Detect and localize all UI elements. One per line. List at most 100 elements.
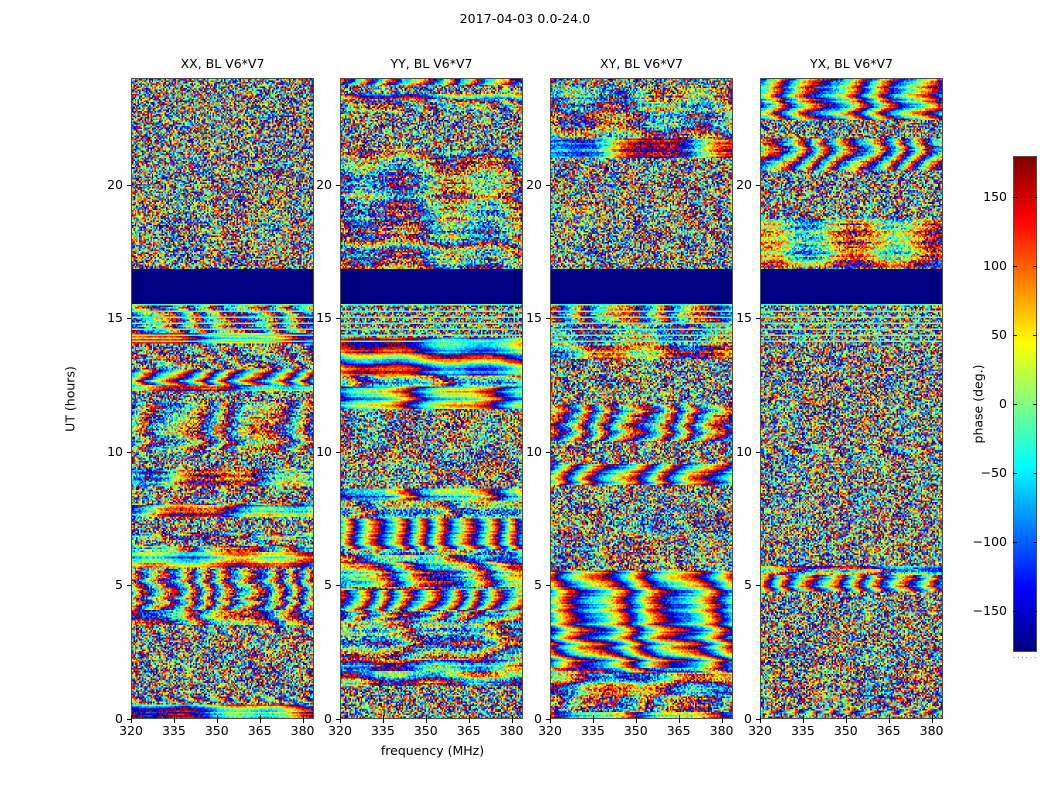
y-axis-tick bbox=[127, 185, 131, 186]
dynamic-spectrum-raster bbox=[761, 79, 942, 718]
x-axis-tick bbox=[803, 719, 804, 723]
y-tick-label: 5 bbox=[324, 577, 332, 593]
y-axis-tick bbox=[756, 452, 760, 453]
x-tick-label: 380 bbox=[709, 723, 734, 738]
x-axis-tick bbox=[340, 719, 341, 723]
x-tick-label: 365 bbox=[876, 723, 901, 738]
heatmap-panel-yx[interactable] bbox=[760, 78, 943, 719]
dynamic-spectrum-raster bbox=[551, 79, 732, 718]
x-axis-tick bbox=[303, 719, 304, 723]
y-tick-label: 15 bbox=[107, 310, 123, 326]
x-tick-label: 320 bbox=[748, 723, 772, 738]
x-tick-label: 380 bbox=[499, 723, 524, 738]
y-tick-label: 20 bbox=[736, 176, 752, 192]
x-axis-tick-inner bbox=[217, 715, 218, 719]
y-axis-tick bbox=[336, 719, 340, 720]
colorbar-tick-inner bbox=[1013, 197, 1017, 198]
x-axis-tick-inner bbox=[260, 715, 261, 719]
y-axis-tick bbox=[756, 318, 760, 319]
y-tick-label: 5 bbox=[115, 577, 123, 593]
colorbar-tick bbox=[1033, 542, 1037, 543]
colorbar-tick bbox=[1033, 335, 1037, 336]
panel-title-xx: XX, BL V6*V7 bbox=[180, 56, 265, 71]
colorbar-tick bbox=[1033, 404, 1037, 405]
x-axis-tick-inner bbox=[932, 715, 933, 719]
heatmap-panel-xx[interactable] bbox=[131, 78, 314, 719]
colorbar-tick bbox=[1033, 266, 1037, 267]
colorbar-tick bbox=[1033, 473, 1037, 474]
x-axis-tick bbox=[426, 719, 427, 723]
heatmap-panel-xy[interactable] bbox=[550, 78, 733, 719]
x-axis-tick-inner bbox=[846, 715, 847, 719]
colorbar-tick-label: −100 bbox=[972, 533, 1007, 549]
colorbar-tick-inner bbox=[1013, 266, 1017, 267]
y-tick-label: 15 bbox=[316, 310, 332, 326]
y-tick-label: 0 bbox=[324, 711, 332, 726]
colorbar-tick-inner bbox=[1013, 335, 1017, 336]
y-tick-label: 10 bbox=[107, 443, 123, 459]
x-tick-label: 380 bbox=[290, 723, 315, 738]
x-tick-label: 335 bbox=[580, 723, 605, 738]
colorbar-under-marker: ······ bbox=[1013, 654, 1039, 662]
x-axis-label: frequency (MHz) bbox=[380, 743, 485, 758]
y-axis-tick bbox=[336, 318, 340, 319]
colorbar-tick-label: 150 bbox=[983, 189, 1007, 205]
y-axis-tick bbox=[127, 719, 131, 720]
y-axis-tick bbox=[546, 318, 550, 319]
y-axis-tick bbox=[756, 719, 760, 720]
x-tick-label: 365 bbox=[456, 723, 481, 738]
x-tick-label: 320 bbox=[538, 723, 562, 738]
y-axis-tick bbox=[127, 318, 131, 319]
colorbar-tick-label: −150 bbox=[972, 602, 1007, 618]
y-axis-tick bbox=[336, 185, 340, 186]
x-tick-label: 350 bbox=[833, 723, 858, 738]
y-tick-label: 20 bbox=[107, 176, 123, 192]
x-axis-tick bbox=[846, 719, 847, 723]
x-axis-tick bbox=[593, 719, 594, 723]
y-tick-label: 0 bbox=[115, 711, 123, 726]
x-axis-tick-inner bbox=[174, 715, 175, 719]
y-axis-tick bbox=[546, 585, 550, 586]
x-axis-tick bbox=[932, 719, 933, 723]
x-axis-tick bbox=[383, 719, 384, 723]
colorbar-tick-label: 50 bbox=[991, 327, 1007, 343]
x-tick-label: 350 bbox=[623, 723, 648, 738]
x-tick-label: 335 bbox=[161, 723, 186, 738]
heatmap-panel-yy[interactable] bbox=[340, 78, 523, 719]
x-axis-tick-inner bbox=[426, 715, 427, 719]
y-tick-label: 10 bbox=[316, 443, 332, 459]
y-axis-tick bbox=[336, 585, 340, 586]
x-axis-tick-inner bbox=[131, 715, 132, 719]
y-tick-label: 10 bbox=[526, 443, 542, 459]
x-axis-tick bbox=[760, 719, 761, 723]
colorbar-tick-label: 0 bbox=[999, 396, 1007, 411]
x-axis-tick bbox=[260, 719, 261, 723]
x-axis-tick-inner bbox=[803, 715, 804, 719]
y-axis-tick bbox=[546, 719, 550, 720]
dynamic-spectrum-raster bbox=[341, 79, 522, 718]
x-axis-tick-inner bbox=[303, 715, 304, 719]
panel-title-xy: XY, BL V6*V7 bbox=[600, 56, 683, 71]
figure-title: 2017-04-03 0.0-24.0 bbox=[459, 11, 591, 26]
y-tick-label: 5 bbox=[534, 577, 542, 593]
x-axis-tick-inner bbox=[760, 715, 761, 719]
x-axis-tick bbox=[636, 719, 637, 723]
x-tick-label: 365 bbox=[666, 723, 691, 738]
x-axis-tick-inner bbox=[550, 715, 551, 719]
x-tick-label: 350 bbox=[204, 723, 229, 738]
x-tick-label: 335 bbox=[370, 723, 395, 738]
y-tick-label: 0 bbox=[744, 711, 752, 726]
x-axis-tick bbox=[217, 719, 218, 723]
colorbar-tick-inner bbox=[1013, 542, 1017, 543]
x-tick-label: 335 bbox=[790, 723, 815, 738]
y-axis-tick bbox=[127, 452, 131, 453]
y-tick-label: 5 bbox=[744, 577, 752, 593]
x-axis-tick-inner bbox=[636, 715, 637, 719]
y-tick-label: 15 bbox=[526, 310, 542, 326]
x-axis-tick-inner bbox=[679, 715, 680, 719]
x-axis-tick bbox=[469, 719, 470, 723]
x-tick-label: 380 bbox=[919, 723, 944, 738]
colorbar-tick-inner bbox=[1013, 473, 1017, 474]
colorbar-tick-label: −50 bbox=[980, 464, 1007, 480]
